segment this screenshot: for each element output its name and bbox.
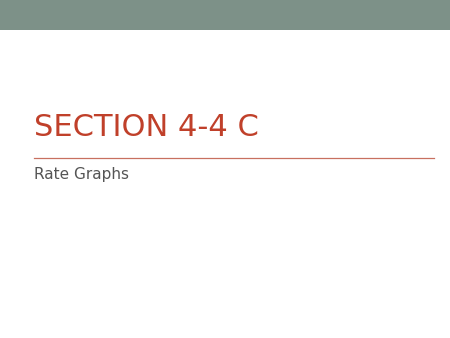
Text: Rate Graphs: Rate Graphs bbox=[34, 168, 129, 183]
Bar bbox=[0, 0, 450, 30]
Text: SECTION 4-4 C: SECTION 4-4 C bbox=[34, 114, 259, 143]
